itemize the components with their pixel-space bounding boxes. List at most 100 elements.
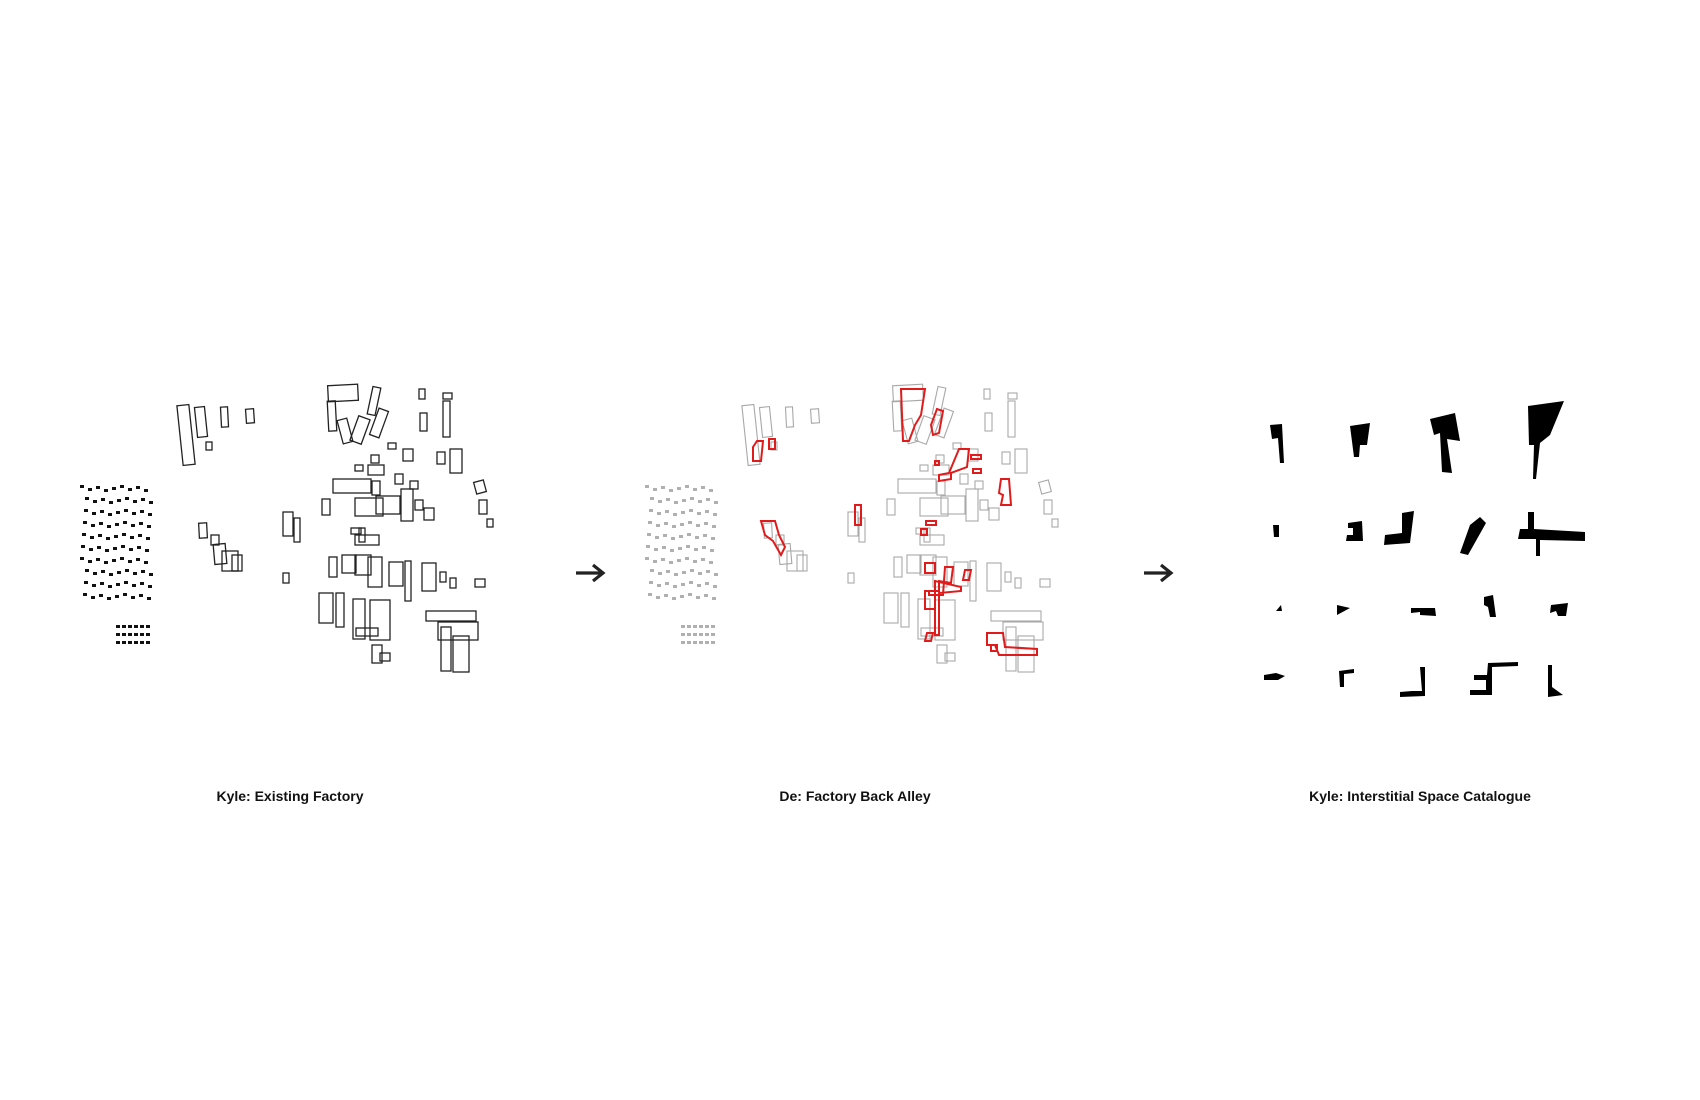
building-footprint	[193, 405, 209, 439]
existing-factory-plan	[70, 383, 550, 710]
building-footprint	[379, 652, 391, 662]
building-footprint	[404, 560, 412, 602]
building-footprint	[952, 442, 962, 450]
plan-dot	[680, 595, 684, 598]
building-footprint	[221, 550, 239, 572]
plan-dot	[657, 584, 661, 587]
plan-dot	[682, 499, 686, 502]
plan-dot	[80, 485, 84, 488]
plan-dot	[681, 583, 685, 586]
building-footprint	[478, 499, 488, 515]
plan-dot	[131, 524, 135, 527]
building-footprint	[282, 511, 294, 537]
plan-dot	[104, 489, 108, 492]
plan-dot	[656, 524, 660, 527]
plan-dot	[693, 633, 697, 636]
back-alley-outline	[970, 454, 982, 460]
building-footprint	[328, 556, 338, 578]
building-footprint	[402, 448, 414, 462]
plan-dot	[664, 522, 668, 525]
building-footprint	[421, 562, 437, 592]
plan-dot	[96, 558, 100, 561]
plan-dot	[678, 547, 682, 550]
building-footprint	[1007, 400, 1016, 438]
plan-dot	[145, 549, 149, 552]
catalogue-shape	[1484, 595, 1496, 617]
plan-dot	[139, 522, 143, 525]
plan-dot	[705, 625, 709, 628]
plan-dot	[85, 497, 89, 500]
plan-dot	[672, 597, 676, 600]
building-footprint	[326, 400, 338, 432]
catalogue-shape	[1548, 665, 1563, 697]
plan-dot	[112, 487, 116, 490]
plan-dot	[709, 561, 713, 564]
building-footprint	[354, 464, 364, 472]
building-footprint	[436, 451, 446, 465]
plan-dot	[666, 498, 670, 501]
plan-dot	[108, 585, 112, 588]
catalogue-shape	[1470, 662, 1518, 695]
building-footprint	[1004, 571, 1012, 583]
building-footprint	[984, 412, 993, 432]
plan-dot	[107, 597, 111, 600]
plan-dot	[706, 498, 710, 501]
plan-dot	[99, 522, 103, 525]
plan-dot	[117, 571, 121, 574]
building-footprint	[387, 442, 397, 450]
plan-dot	[704, 522, 708, 525]
building-footprint	[784, 406, 795, 428]
building-footprint	[474, 578, 486, 588]
plan-dot	[149, 501, 153, 504]
caption-factory-back-alley: De: Factory Back Alley	[779, 788, 931, 804]
building-footprint	[349, 414, 371, 446]
building-footprint	[440, 626, 452, 672]
building-footprint	[990, 610, 1042, 622]
building-footprint	[367, 464, 385, 476]
plan-dot	[657, 512, 661, 515]
plan-dot	[129, 548, 133, 551]
building-footprint	[369, 599, 391, 641]
plan-dot	[146, 633, 150, 636]
plan-dot	[99, 594, 103, 597]
plan-dot	[688, 521, 692, 524]
building-footprint	[847, 572, 855, 584]
plan-dot	[687, 533, 691, 536]
back-alley-outline	[934, 460, 940, 466]
back-alley-outline	[929, 407, 945, 437]
back-alley-drawing	[645, 383, 1059, 673]
plan-dot	[665, 510, 669, 513]
plan-dot	[134, 633, 138, 636]
building-footprint	[893, 556, 903, 578]
plan-dot	[105, 549, 109, 552]
plan-dot	[689, 581, 693, 584]
back-alley-outline	[986, 632, 1038, 656]
plan-dot	[89, 548, 93, 551]
plan-dot	[705, 510, 709, 513]
plan-dot	[699, 641, 703, 644]
plan-dot	[674, 501, 678, 504]
back-alley-outline	[961, 569, 973, 581]
plan-dot	[649, 509, 653, 512]
catalogue-shape	[1411, 608, 1436, 616]
plan-dot	[693, 560, 697, 563]
plan-dot	[713, 513, 717, 516]
plan-dot	[122, 533, 126, 536]
plan-dot	[656, 596, 660, 599]
building-footprint	[1037, 479, 1053, 495]
plan-dot	[681, 633, 685, 636]
plan-dot	[91, 596, 95, 599]
building-footprint	[944, 652, 956, 662]
plan-dot	[92, 584, 96, 587]
plan-dot	[646, 545, 650, 548]
building-footprint	[341, 554, 357, 574]
building-footprint	[282, 572, 290, 584]
plan-dot	[701, 558, 705, 561]
plan-dot	[711, 537, 715, 540]
plan-dot	[83, 593, 87, 596]
plan-dot	[714, 501, 718, 504]
plan-dot	[681, 625, 685, 628]
factory-back-alley-plan	[635, 383, 1115, 710]
plan-dot	[138, 534, 142, 537]
plan-dot	[685, 557, 689, 560]
